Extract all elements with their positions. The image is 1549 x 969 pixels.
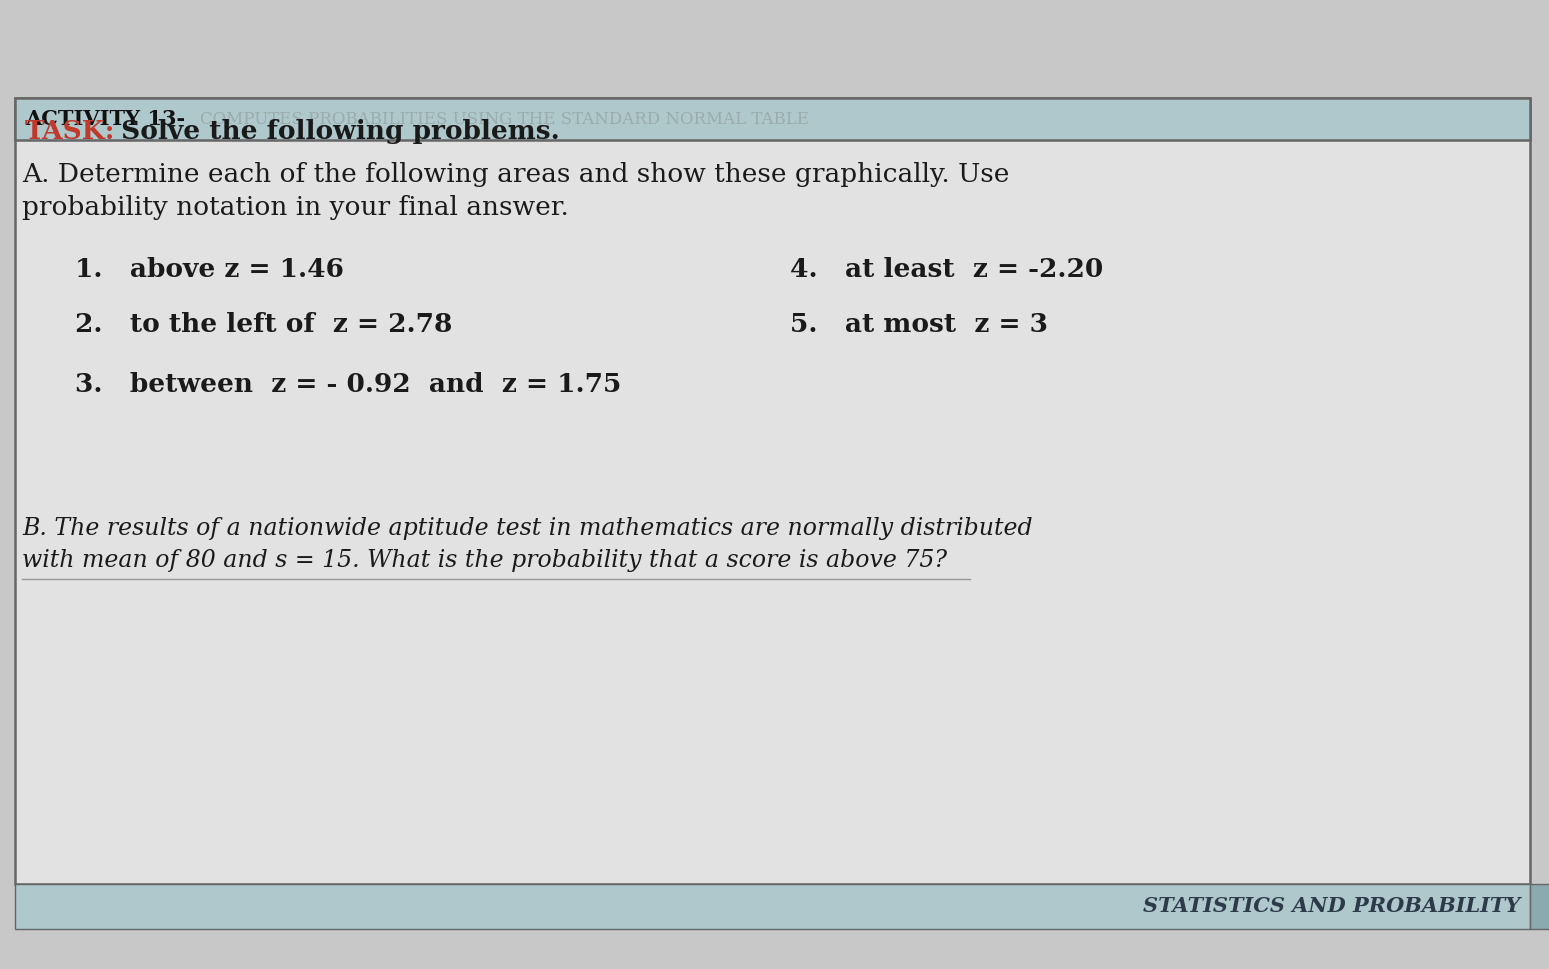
Text: A. Determine each of the following areas and show these graphically. Use: A. Determine each of the following areas… [22, 162, 1010, 186]
Text: ACTIVITY 13-: ACTIVITY 13- [25, 109, 186, 129]
FancyBboxPatch shape [15, 98, 1530, 140]
Text: Solve the following problems.: Solve the following problems. [112, 118, 559, 143]
Text: TASK:: TASK: [25, 118, 115, 143]
FancyBboxPatch shape [1530, 884, 1549, 929]
Text: 5.   at most  z = 3: 5. at most z = 3 [790, 311, 1049, 336]
Text: STATISTICS AND PROBABILITY: STATISTICS AND PROBABILITY [1143, 896, 1520, 917]
FancyBboxPatch shape [15, 884, 1530, 929]
Text: with mean of 80 and s = 15. What is the probability that a score is above 75?: with mean of 80 and s = 15. What is the … [22, 549, 946, 573]
Text: 1.   above z = 1.46: 1. above z = 1.46 [74, 257, 344, 282]
Text: 2.   to the left of  z = 2.78: 2. to the left of z = 2.78 [74, 311, 452, 336]
Text: 4.   at least  z = -2.20: 4. at least z = -2.20 [790, 257, 1103, 282]
Text: probability notation in your final answer.: probability notation in your final answe… [22, 195, 568, 220]
Text: B. The results of a nationwide aptitude test in mathematics are normally distrib: B. The results of a nationwide aptitude … [22, 517, 1033, 541]
Text: COMPUTES PROBABILITIES USING THE STANDARD NORMAL TABLE: COMPUTES PROBABILITIES USING THE STANDAR… [200, 110, 809, 128]
Text: 3.   between  z = - 0.92  and  z = 1.75: 3. between z = - 0.92 and z = 1.75 [74, 371, 621, 396]
FancyBboxPatch shape [15, 98, 1530, 884]
